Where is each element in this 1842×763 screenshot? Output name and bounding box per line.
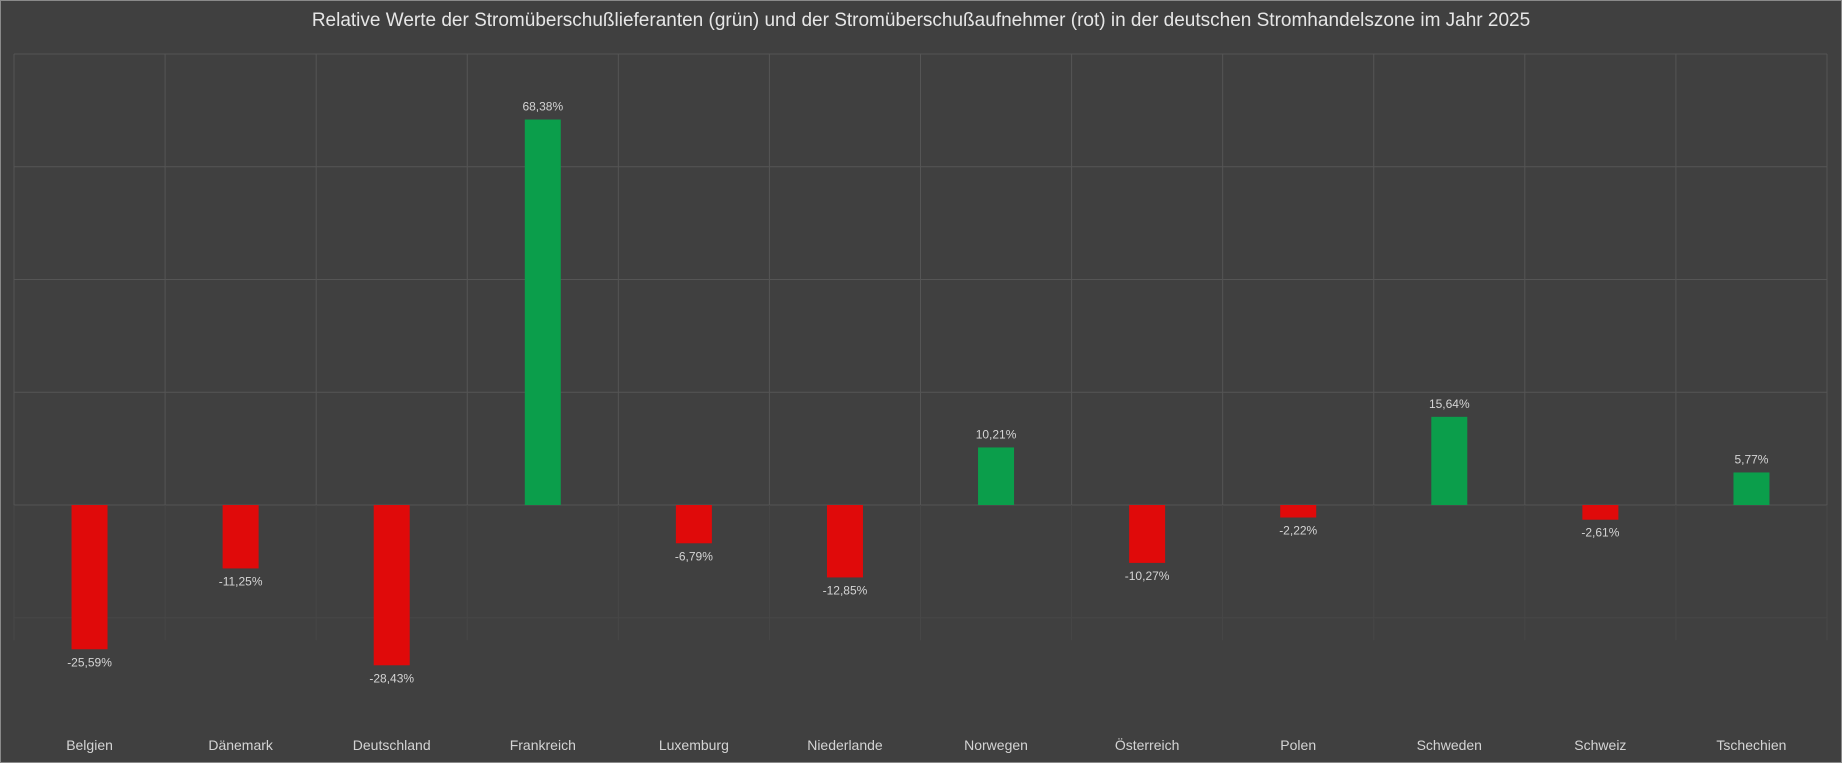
- bar-dänemark: [222, 505, 259, 569]
- category-label: Polen: [1280, 737, 1316, 753]
- category-label: Frankreich: [510, 737, 576, 753]
- data-label: -12,85%: [823, 583, 868, 597]
- category-label: Schweden: [1417, 737, 1482, 753]
- data-label: 15,64%: [1429, 397, 1470, 411]
- bar-tschechien: [1733, 472, 1770, 505]
- data-label: 10,21%: [976, 427, 1017, 441]
- bar-österreich: [1129, 505, 1166, 563]
- bar-frankreich: [524, 119, 561, 505]
- data-label: 68,38%: [522, 100, 563, 114]
- bar-niederlande: [826, 505, 863, 578]
- category-label: Luxemburg: [659, 737, 729, 753]
- category-label: Niederlande: [807, 737, 883, 753]
- data-label: -28,43%: [369, 671, 414, 685]
- bar-luxemburg: [675, 505, 712, 544]
- data-label: -11,25%: [219, 574, 263, 588]
- bar-schweden: [1431, 416, 1468, 505]
- category-label: Dänemark: [208, 737, 274, 753]
- data-label: -10,27%: [1125, 569, 1170, 583]
- bar-schweiz: [1582, 505, 1619, 520]
- data-label: -2,22%: [1279, 524, 1317, 538]
- category-label: Schweiz: [1574, 737, 1626, 753]
- bar-belgien: [71, 505, 108, 650]
- category-label: Belgien: [66, 737, 113, 753]
- category-label: Deutschland: [353, 737, 431, 753]
- data-label: 5,77%: [1734, 452, 1768, 466]
- data-label: -6,79%: [675, 549, 713, 563]
- category-label: Tschechien: [1716, 737, 1786, 753]
- category-label: Österreich: [1115, 736, 1180, 753]
- bar-norwegen: [978, 447, 1015, 505]
- chart-title: Relative Werte der Stromüberschußliefera…: [311, 10, 1531, 31]
- bar-deutschland: [373, 505, 410, 666]
- bar-polen: [1280, 505, 1317, 518]
- data-label: -25,59%: [67, 655, 112, 669]
- data-label: -2,61%: [1581, 526, 1619, 540]
- category-label: Norwegen: [964, 737, 1028, 753]
